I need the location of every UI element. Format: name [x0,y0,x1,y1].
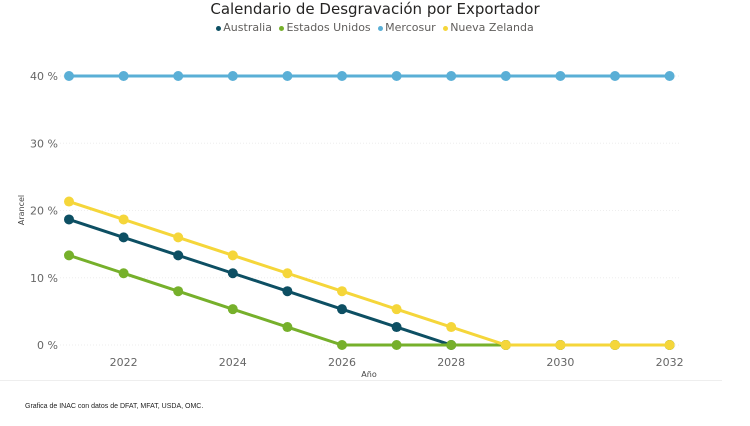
data-point[interactable] [337,71,347,81]
data-point[interactable] [446,71,457,81]
x-tick-label: 2026 [328,356,356,369]
x-tick-label: 2024 [219,356,247,369]
data-point[interactable] [227,71,238,81]
data-point[interactable] [118,268,129,279]
legend-label: Estados Unidos [286,21,371,34]
data-point[interactable] [446,340,457,350]
legend-item-mercosur[interactable]: Mercosur [378,21,436,34]
data-point[interactable] [610,71,620,81]
legend-marker-icon [443,25,449,31]
legend-item-nueva-zelanda[interactable]: Nueva Zelanda [443,21,534,34]
data-point[interactable] [446,322,457,333]
data-point[interactable] [282,71,293,81]
data-point[interactable] [391,71,402,81]
data-point[interactable] [118,214,129,225]
y-tick-label: 10 % [30,272,58,285]
x-tick-label: 2022 [110,356,138,369]
legend-marker-icon [378,25,384,31]
data-point[interactable] [227,304,238,315]
series-mercosur [64,71,675,81]
x-axis-title: Año [361,370,377,379]
legend-label: Australia [223,21,272,34]
series-nueva-zelanda [64,196,675,350]
data-point[interactable] [337,286,347,297]
data-point[interactable] [664,71,675,81]
y-tick-label: 20 % [30,205,58,218]
data-point[interactable] [391,340,402,350]
data-point[interactable] [118,232,129,243]
legend-item-estados-unidos[interactable]: Estados Unidos [279,21,371,34]
data-point[interactable] [337,304,347,315]
data-point[interactable] [173,286,184,297]
chart-title: Calendario de Desgravación por Exportado… [210,0,540,18]
data-point[interactable] [664,340,675,350]
data-point[interactable] [282,322,293,333]
data-point[interactable] [227,250,238,261]
legend-item-australia[interactable]: Australia [216,21,272,34]
data-point[interactable] [173,71,184,81]
series-line [68,200,670,347]
legend: Australia Estados Unidos Mercosur Nueva … [0,21,750,34]
data-point[interactable] [391,304,402,315]
data-point[interactable] [282,286,293,297]
y-tick-label: 40 % [30,70,58,83]
y-tick-label: 30 % [30,137,58,150]
data-point[interactable] [173,232,184,243]
data-point[interactable] [64,196,74,207]
legend-label: Nueva Zelanda [450,21,534,34]
x-tick-label: 2030 [546,356,574,369]
data-point[interactable] [500,71,511,81]
data-point[interactable] [391,322,402,333]
x-tick-label: 2028 [437,356,465,369]
data-point[interactable] [118,71,129,81]
data-point[interactable] [555,71,566,81]
data-point[interactable] [173,250,184,261]
data-point[interactable] [64,71,74,81]
data-point[interactable] [337,340,347,350]
data-point[interactable] [282,268,293,279]
x-tick-label: 2032 [656,356,684,369]
legend-label: Mercosur [385,21,436,34]
y-tick-label: 0 % [37,339,58,352]
legend-marker-icon [279,25,285,31]
data-point[interactable] [64,214,74,225]
source-note: Grafica de INAC con datos de DFAT, MFAT,… [25,403,204,410]
data-point[interactable] [64,250,74,261]
divider [0,380,722,381]
data-point[interactable] [555,340,566,350]
series-line [68,218,670,347]
data-point[interactable] [610,340,620,350]
legend-marker-icon [216,25,222,31]
data-point[interactable] [227,268,238,279]
y-axis-title: Arancel [17,195,26,225]
data-point[interactable] [500,340,511,350]
